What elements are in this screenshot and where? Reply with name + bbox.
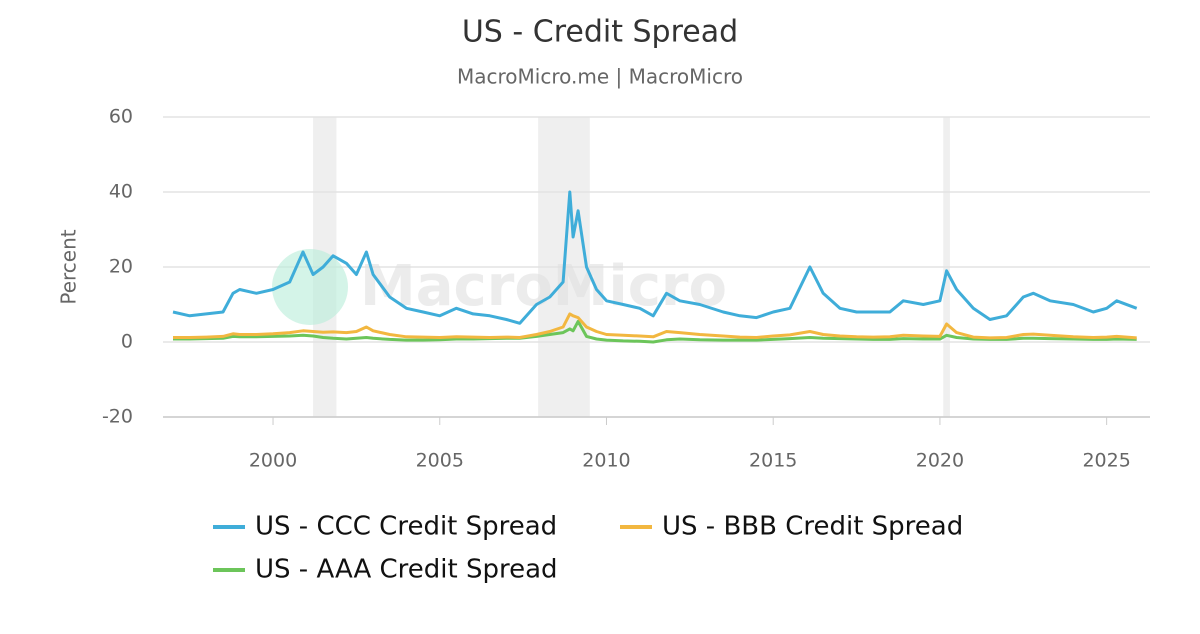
y-tick-label: 0: [121, 331, 133, 353]
y-axis-label: Percent: [57, 229, 81, 304]
x-tick-label: 2020: [916, 450, 964, 472]
y-tick-label: 40: [109, 181, 133, 203]
legend-label: US - CCC Credit Spread: [255, 512, 557, 542]
y-tick-label: 20: [109, 256, 133, 278]
chart-subtitle: MacroMicro.me | MacroMicro: [457, 65, 743, 89]
watermark: MacroMicro: [360, 254, 727, 319]
x-tick-label: 2005: [416, 450, 464, 472]
series-line: [172, 190, 1138, 325]
series-line: [173, 319, 1137, 344]
y-tick-label: -20: [102, 406, 133, 428]
x-tick-label: 2025: [1082, 450, 1130, 472]
watermark-logo: [272, 249, 348, 325]
chart-title: US - Credit Spread: [462, 15, 738, 50]
legend-label: US - BBB Credit Spread: [662, 512, 963, 542]
x-tick-label: 2015: [749, 450, 797, 472]
x-tick-label: 2000: [249, 450, 297, 472]
y-tick-label: 60: [109, 106, 133, 128]
legend-label: US - AAA Credit Spread: [255, 555, 558, 585]
series-line: [173, 312, 1137, 340]
x-tick-label: 2010: [582, 450, 630, 472]
